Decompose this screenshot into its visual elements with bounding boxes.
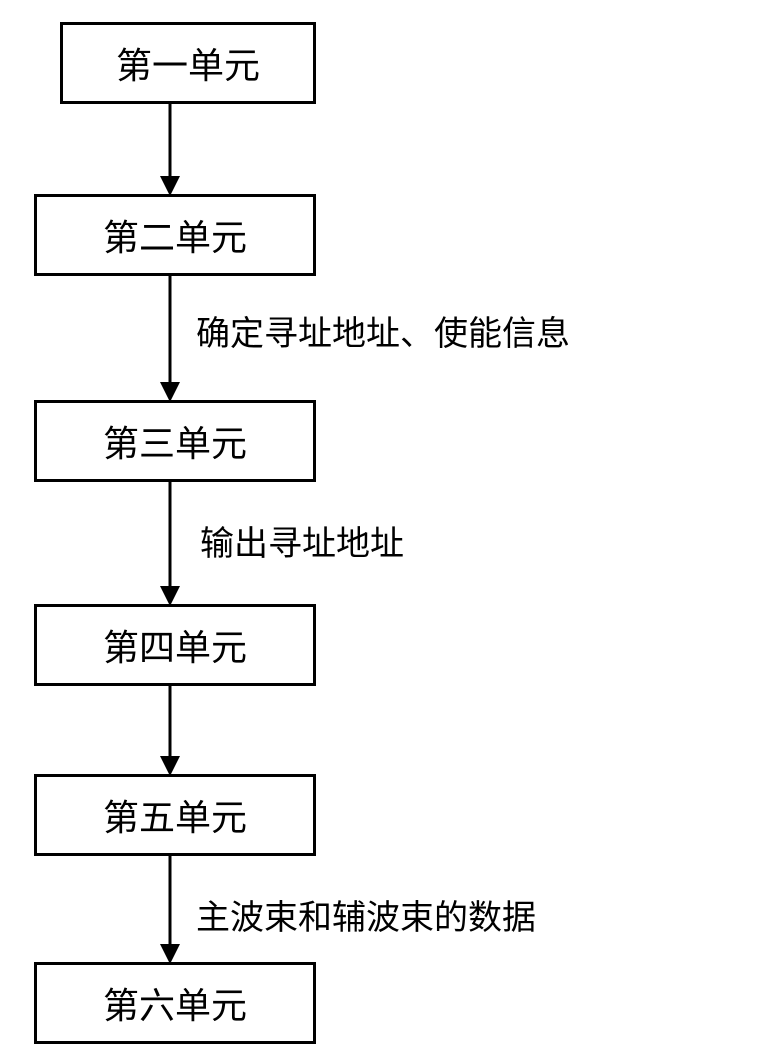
edge-label-5-6: 主波束和辅波束的数据 bbox=[196, 890, 536, 939]
node-label: 第三单元 bbox=[103, 415, 247, 467]
flowchart-canvas: 第一单元 第二单元 第三单元 第四单元 第五单元 第六单元 确定寻址地址、使能信… bbox=[0, 0, 766, 1046]
node-unit-1: 第一单元 bbox=[60, 22, 316, 104]
edge-label-text: 确定寻址地址、使能信息 bbox=[196, 316, 570, 353]
node-unit-5: 第五单元 bbox=[34, 774, 316, 856]
node-label: 第二单元 bbox=[103, 209, 247, 261]
node-unit-2: 第二单元 bbox=[34, 194, 316, 276]
edge-label-text: 输出寻址地址 bbox=[200, 526, 404, 563]
edge-label-3-4: 输出寻址地址 bbox=[200, 516, 404, 565]
edge-label-text: 主波束和辅波束的数据 bbox=[196, 900, 536, 937]
node-unit-4: 第四单元 bbox=[34, 604, 316, 686]
node-unit-3: 第三单元 bbox=[34, 400, 316, 482]
node-unit-6: 第六单元 bbox=[34, 962, 316, 1044]
node-label: 第一单元 bbox=[116, 37, 260, 89]
node-label: 第五单元 bbox=[103, 789, 247, 841]
node-label: 第六单元 bbox=[103, 977, 247, 1029]
node-label: 第四单元 bbox=[103, 619, 247, 671]
edge-label-2-3: 确定寻址地址、使能信息 bbox=[196, 306, 570, 355]
